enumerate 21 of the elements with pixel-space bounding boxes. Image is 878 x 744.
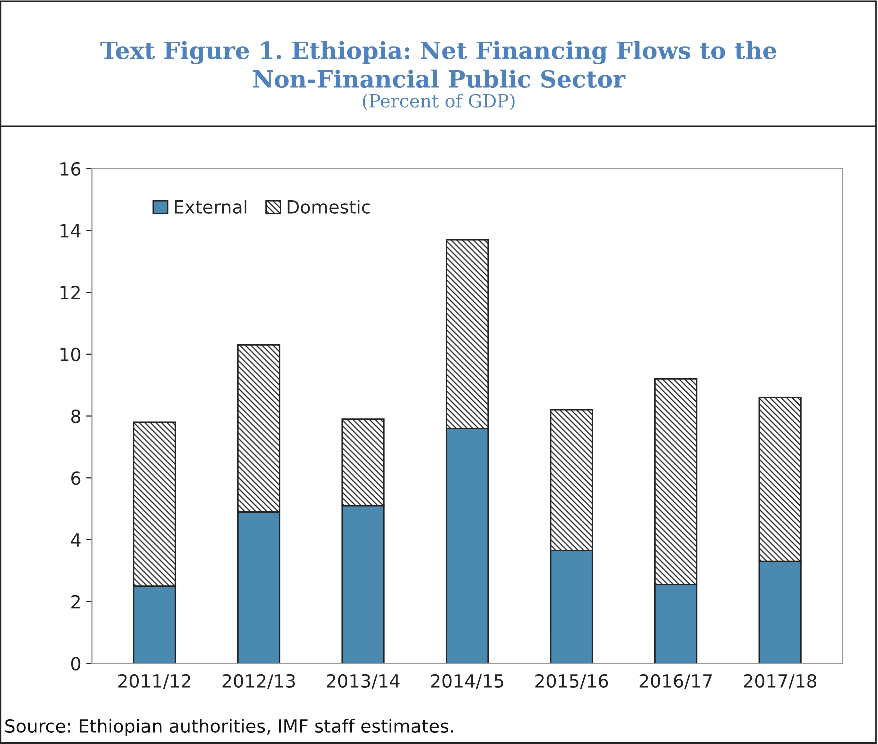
x-tick-label: 2015/16 [536,674,608,690]
y-tick-label: 2 [72,595,80,609]
y-tick-label: 8 [72,410,81,424]
source-note: Source: Ethiopian authorities, IMF staff estimates. [6,719,454,737]
y-tick-label: 10 [60,348,81,362]
x-tick-label: 2011/12 [118,674,190,690]
legend-label: External [175,200,247,214]
x-tick-label: 2016/17 [640,674,712,690]
chart-title: Text Figure 1. Ethiopia: Net Financing Flows to the Non-Financial Public Sector [100,41,777,88]
y-tick-label: 14 [60,224,81,238]
y-tick-label: 6 [72,472,81,486]
y-tick-label: 16 [60,162,81,176]
chart-subtitle: (Percent of GDP) [363,94,515,110]
y-tick-label: 4 [71,534,81,547]
x-tick-label: 2017/18 [744,674,817,690]
x-tick-label: 2014/15 [431,674,504,690]
legend-label: Domestic [288,200,370,214]
x-tick-label: 2012/13 [222,674,296,690]
y-tick-label: 0 [71,657,81,671]
y-tick-label: 12 [60,286,80,300]
x-tick-label: 2013/14 [327,674,400,690]
